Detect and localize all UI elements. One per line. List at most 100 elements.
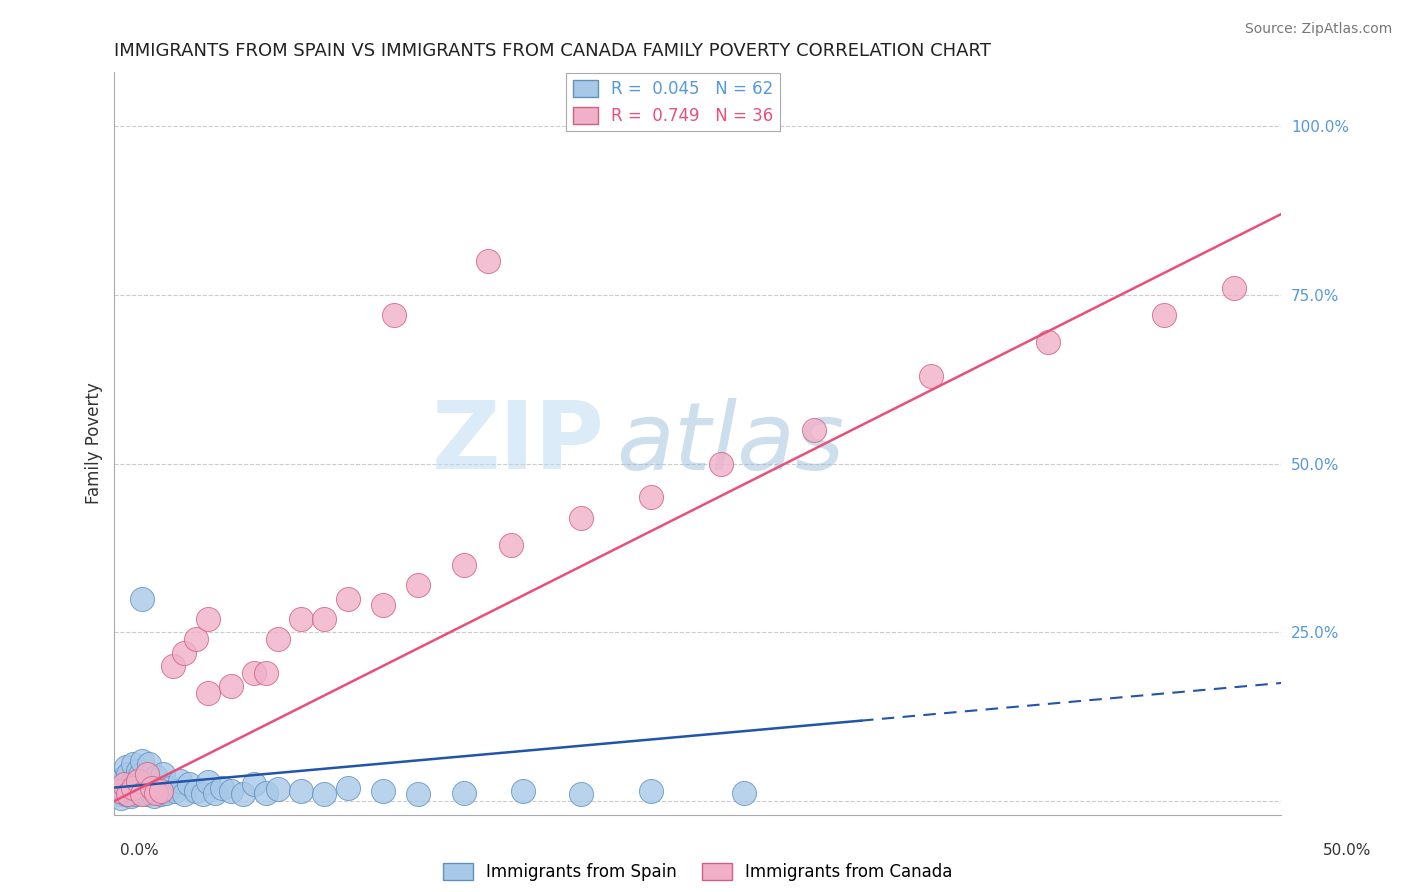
Point [336, 591, 359, 606]
Point [165, 784, 187, 798]
Point [267, 781, 290, 796]
Point [136, 767, 159, 781]
Point [115, 787, 138, 801]
Text: 0.0%: 0.0% [120, 843, 159, 858]
Point [173, 646, 195, 660]
Point [406, 787, 429, 801]
Point [254, 786, 277, 800]
Point [453, 558, 475, 572]
Point [197, 612, 219, 626]
Point [1153, 308, 1175, 322]
Point [384, 308, 406, 322]
Point [211, 780, 233, 795]
Point [162, 659, 184, 673]
Point [169, 773, 191, 788]
Legend: R =  0.045   N = 62, R =  0.749   N = 36: R = 0.045 N = 62, R = 0.749 N = 36 [567, 73, 780, 131]
Text: Source: ZipAtlas.com: Source: ZipAtlas.com [1244, 22, 1392, 37]
Point [155, 786, 177, 800]
Point [112, 784, 135, 798]
Point [122, 780, 145, 795]
Text: IMMIGRANTS FROM SPAIN VS IMMIGRANTS FROM CANADA FAMILY POVERTY CORRELATION CHART: IMMIGRANTS FROM SPAIN VS IMMIGRANTS FROM… [114, 42, 991, 60]
Point [290, 612, 312, 626]
Text: 50.0%: 50.0% [1323, 843, 1371, 858]
Point [290, 784, 312, 798]
Point [204, 786, 226, 800]
Point [184, 784, 207, 798]
Point [150, 787, 173, 801]
Point [148, 784, 170, 798]
Point [152, 767, 174, 781]
Point [122, 784, 145, 798]
Point [117, 787, 139, 801]
Point [243, 665, 266, 680]
Point [232, 787, 254, 801]
Point [219, 784, 242, 798]
Point [124, 773, 146, 788]
Point [640, 491, 662, 505]
Point [184, 632, 207, 647]
Point [110, 790, 132, 805]
Point [129, 786, 152, 800]
Point [138, 777, 160, 791]
Point [501, 538, 523, 552]
Point [733, 786, 755, 800]
Point [141, 786, 163, 800]
Point [131, 754, 153, 768]
Point [108, 784, 131, 798]
Point [115, 780, 138, 795]
Point [117, 786, 139, 800]
Point [314, 612, 336, 626]
Point [173, 787, 195, 801]
Point [177, 777, 200, 791]
Point [197, 686, 219, 700]
Point [219, 679, 242, 693]
Point [143, 789, 166, 803]
Point [197, 775, 219, 789]
Point [569, 510, 592, 524]
Point [129, 768, 152, 782]
Point [1036, 335, 1059, 350]
Point [124, 787, 146, 801]
Point [159, 780, 181, 795]
Point [103, 780, 125, 795]
Point [920, 369, 942, 384]
Point [243, 777, 266, 791]
Text: atlas: atlas [616, 398, 845, 489]
Point [120, 789, 142, 803]
Point [803, 423, 825, 437]
Point [112, 777, 135, 791]
Point [110, 773, 132, 788]
Point [131, 779, 153, 793]
Point [150, 784, 173, 798]
Point [336, 780, 359, 795]
Point [406, 578, 429, 592]
Point [134, 784, 156, 798]
Point [710, 457, 733, 471]
Point [127, 781, 149, 796]
Point [141, 780, 163, 795]
Y-axis label: Family Poverty: Family Poverty [86, 383, 103, 504]
Point [145, 786, 167, 800]
Point [477, 254, 499, 268]
Point [640, 784, 662, 798]
Point [145, 771, 167, 785]
Point [371, 784, 394, 798]
Point [314, 787, 336, 801]
Point [131, 787, 153, 801]
Point [138, 756, 160, 771]
Point [108, 777, 131, 791]
Point [117, 767, 139, 781]
Point [127, 773, 149, 788]
Point [254, 665, 277, 680]
Point [108, 787, 131, 801]
Text: ZIP: ZIP [432, 398, 605, 490]
Point [112, 771, 135, 785]
Point [453, 786, 475, 800]
Point [105, 784, 128, 798]
Point [1223, 281, 1246, 295]
Point [122, 756, 145, 771]
Point [569, 787, 592, 801]
Point [115, 760, 138, 774]
Point [267, 632, 290, 647]
Point [120, 777, 142, 791]
